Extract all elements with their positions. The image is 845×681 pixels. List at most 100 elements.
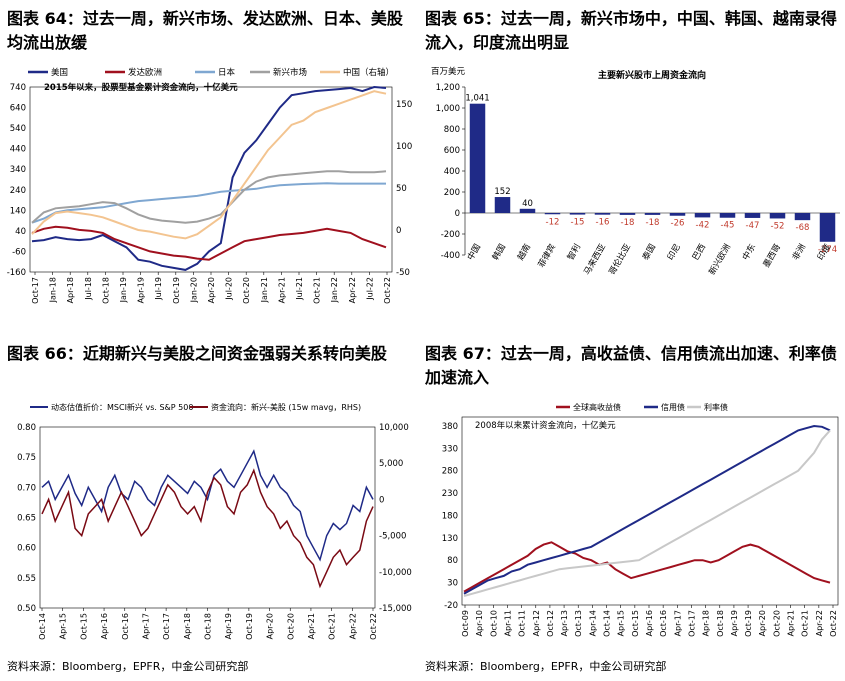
- c65-data-label-0: 1,041: [465, 94, 489, 104]
- source-note-right: 资料来源：Bloomberg，EPFR，中金公司研究部: [425, 660, 667, 673]
- c66-x-tick-label: Oct-21: [328, 613, 337, 640]
- c64-x-tick-label: Apr-19: [137, 277, 146, 303]
- c66-y2-tick-label: -15,000: [379, 604, 412, 614]
- c67-x-tick-label: Apr-15: [617, 610, 626, 636]
- c64-legend-label: 新兴市场: [273, 67, 307, 78]
- c66-x-tick-label: Apr-20: [266, 613, 275, 639]
- c65-bar-12: [769, 213, 786, 219]
- c64-x-tick-label: Jul-21: [295, 277, 304, 301]
- c64-x-tick-label: Apr-18: [66, 277, 75, 303]
- c67-y-tick-label: 280: [442, 467, 458, 477]
- c65-data-label-14: -274: [818, 245, 837, 255]
- c67-legend-label: 全球高收益债: [573, 402, 621, 412]
- c66-x-tick-label: Apr-17: [141, 613, 150, 639]
- c64-x-tick-label: Jan-18: [49, 277, 58, 303]
- c67-x-tick-label: Apr-17: [673, 610, 682, 636]
- c67-y-tick-label: 130: [442, 534, 458, 544]
- c67-x-tick-label: Apr-18: [702, 610, 711, 636]
- c66-y2-tick-label: -10,000: [379, 568, 412, 578]
- c67-legend-label: 利率债: [704, 402, 728, 412]
- c67-x-tick-label: Oct-14: [603, 610, 612, 637]
- c65-data-label-9: -42: [696, 220, 710, 230]
- c67-x-tick-label: Oct-19: [744, 610, 753, 637]
- c65-bar-5: [594, 213, 611, 215]
- c64-legend-label: 中国（右轴）: [343, 67, 394, 78]
- c67-x-tick-label: Oct-10: [489, 610, 498, 637]
- c64-y-tick-label: 40: [15, 227, 26, 237]
- c65-bar-6: [619, 213, 636, 215]
- c64-legend-label: 发达欧洲: [128, 67, 162, 78]
- c64-x-tick-label: Oct-19: [172, 277, 181, 304]
- c65-category-label-9: 巴西: [691, 243, 708, 263]
- c66-x-tick-label: Oct-20: [286, 613, 295, 640]
- c65-bar-7: [644, 213, 661, 215]
- c65-category-label-11: 中东: [740, 242, 758, 262]
- c67-legend-label: 信用债: [661, 402, 685, 412]
- c65-category-label-6: 哥伦比亚: [607, 242, 634, 277]
- c67-x-tick-label: Oct-12: [546, 610, 555, 637]
- c64-y2-tick-label: -50: [396, 268, 410, 278]
- c66-x-tick-label: Oct-19: [245, 613, 254, 640]
- chart-64-title: 图表 64：过去一周，新兴市场、发达欧洲、日本、美股均流出放缓: [7, 9, 403, 52]
- c67-x-tick-label: Apr-19: [730, 610, 739, 636]
- c64-note: 2015年以来，股票型基金累计资金流向，十亿美元: [44, 82, 238, 93]
- c65-data-label-7: -18: [646, 218, 660, 228]
- c64-x-tick-label: Apr-21: [277, 277, 286, 303]
- chart-65-title: 图表 65：过去一周，新兴市场中，中国、韩国、越南录得流入，印度流出明显: [425, 9, 837, 52]
- c67-x-tick-label: Oct-15: [631, 610, 640, 637]
- c67-note: 2008年以来累计资金流向，十亿美元: [475, 420, 616, 431]
- chart-67-title: 图表 67：过去一周，高收益债、信用债流出加速、利率债加速流入: [425, 344, 837, 387]
- c65-data-label-1: 152: [494, 187, 510, 197]
- c65-data-label-13: -68: [796, 223, 810, 233]
- c64-x-tick-label: Jan-22: [330, 277, 339, 303]
- c65-y-tick-label: 600: [444, 146, 460, 156]
- c64-series-line-1: [31, 225, 387, 261]
- c67-x-tick-label: Apr-20: [758, 610, 767, 636]
- chart-67: 380 330 280 230 180 130 80 30 -20 全球高收益债 信用债 利率债 200…: [442, 402, 839, 637]
- c65-data-label-3: -12: [546, 217, 560, 227]
- c64-y2-tick-label: 100: [396, 142, 412, 152]
- c66-x-tick-label: Oct-18: [204, 613, 213, 640]
- c64-y2-tick-label: 0: [396, 226, 401, 236]
- c65-category-label-5: 马来西亚: [582, 242, 608, 277]
- c67-x-tick-label: Apr-12: [532, 610, 541, 636]
- c66-y2-tick-label: 5,000: [379, 459, 403, 469]
- c65-y-tick-label: 200: [444, 188, 460, 198]
- c66-x-tick-label: Apr-19: [224, 613, 233, 639]
- c67-x-tick-label: Oct-17: [687, 610, 696, 637]
- c66-y-tick-label: 0.50: [17, 604, 36, 614]
- c67-x-tick-label: Apr-14: [588, 610, 597, 636]
- c65-category-label-4: 智利: [565, 242, 583, 262]
- c65-bar-8: [669, 213, 686, 216]
- c64-y-tick-label: 540: [10, 124, 26, 134]
- c64-x-tick-label: Jan-21: [260, 277, 269, 303]
- c64-y-tick-label: 740: [10, 83, 26, 93]
- c66-x-tick-label: Apr-15: [59, 613, 68, 639]
- c64-series-line-3: [31, 170, 387, 224]
- chart-64: 740 640 540 440 340 240 140 40 -60 -160 150 100 50 0 -…: [7, 67, 413, 304]
- c66-x-tick-label: Oct-17: [162, 613, 171, 640]
- c65-data-label-4: -15: [571, 218, 585, 228]
- c67-x-tick-label: Apr-13: [560, 610, 569, 636]
- c66-y2-tick-label: 10,000: [379, 423, 409, 433]
- c65-y-tick-label: 1,000: [436, 104, 460, 114]
- c67-y-tick-label: 380: [442, 422, 458, 432]
- c65-category-label-7: 泰国: [640, 242, 658, 262]
- c64-x-tick-label: Jul-19: [154, 277, 163, 301]
- c67-x-tick-label: Apr-21: [787, 610, 796, 636]
- c64-x-tick-label: Oct-22: [383, 277, 392, 304]
- c64-x-tick-label: Jul-20: [225, 277, 234, 301]
- c66-x-tick-label: Apr-16: [100, 613, 109, 639]
- c67-series-line-0: [463, 541, 831, 593]
- c66-x-tick-label: Apr-18: [183, 613, 192, 639]
- c64-y-tick-label: 240: [10, 186, 26, 196]
- c65-bar-13: [794, 213, 811, 221]
- c64-series-line-4: [31, 90, 387, 240]
- c66-x-tick-label: Apr-22: [348, 613, 357, 639]
- c64-y-tick-label: 440: [10, 145, 26, 155]
- c65-title: 主要新兴股市上周资金流向: [598, 69, 706, 81]
- c65-y-tick-label: 400: [444, 167, 460, 177]
- c65-data-label-10: -45: [721, 221, 735, 231]
- c65-category-label-12: 墨西哥: [762, 242, 784, 270]
- c65-data-label-8: -26: [671, 219, 685, 229]
